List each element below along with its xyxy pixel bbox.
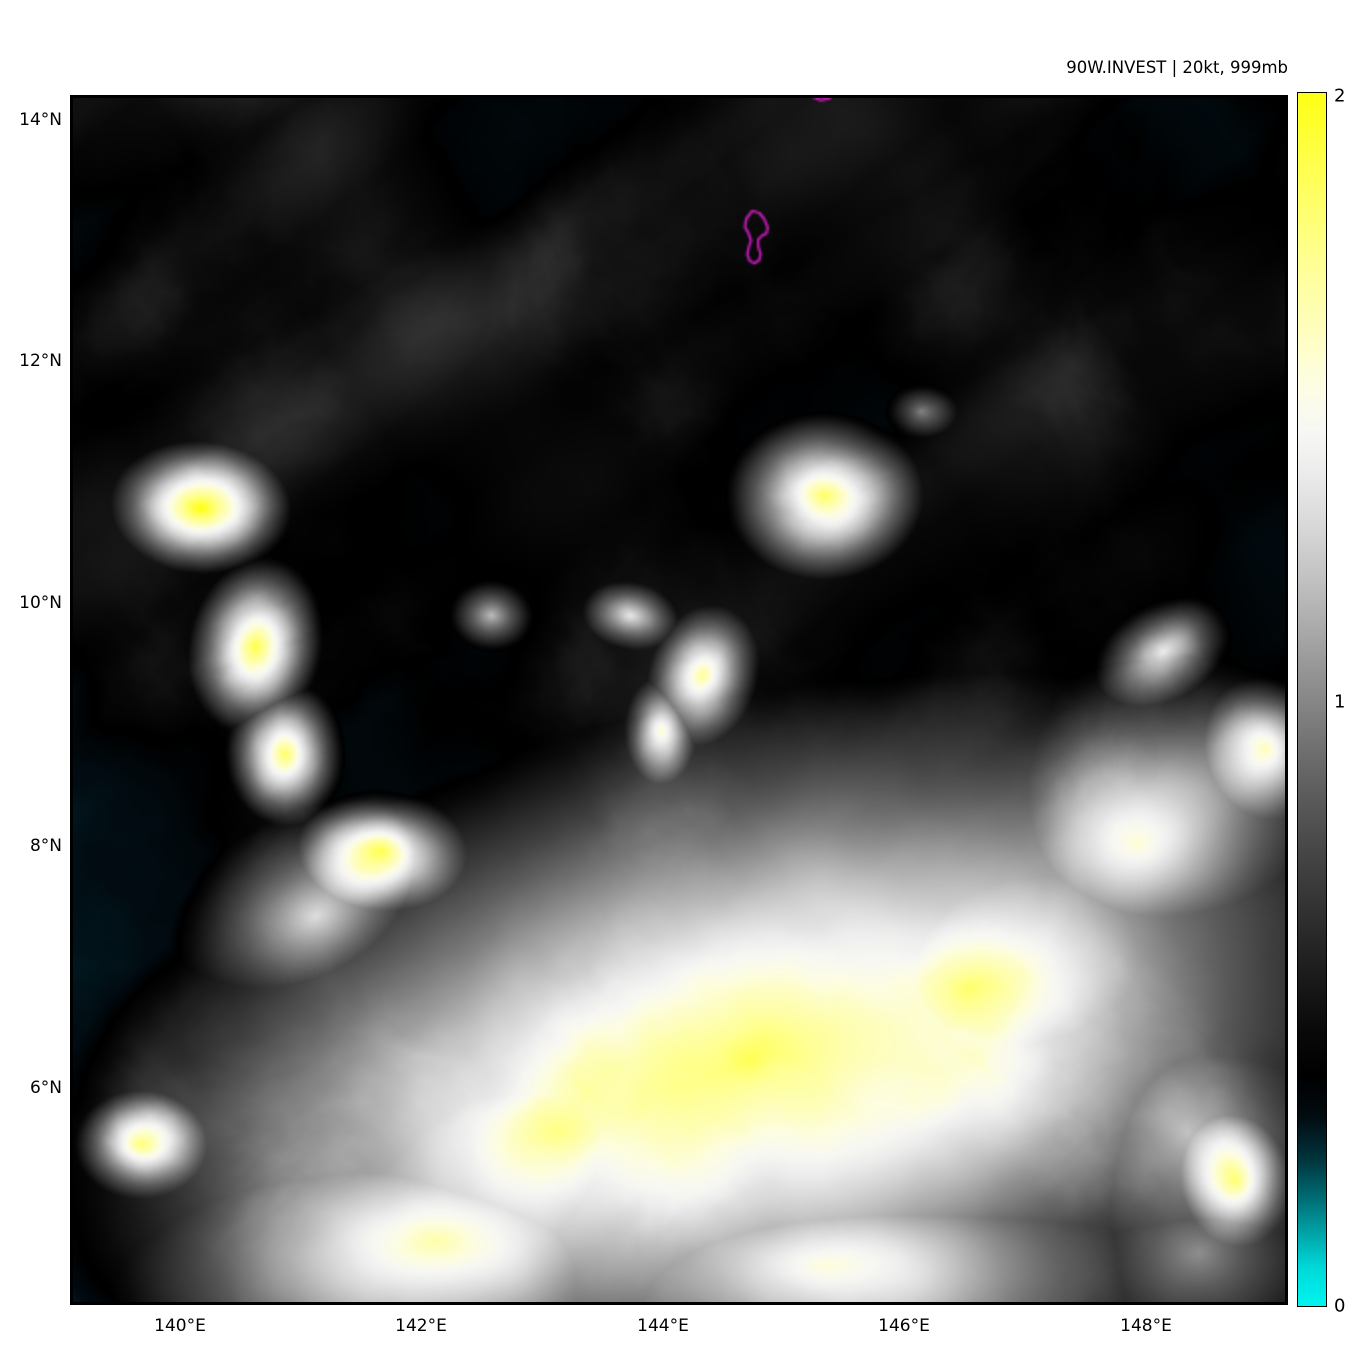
x-axis-tick-label-0: 140°E bbox=[154, 1316, 206, 1336]
y-axis-tick-label-0: 14°N bbox=[19, 110, 62, 130]
storm-info-label: 90W.INVEST | 20kt, 999mb bbox=[1066, 58, 1288, 77]
colorbar-tick-label-1: 1 bbox=[1334, 691, 1346, 713]
satellite-image-panel: Copyright © 2020-2025 Dapiya bbox=[70, 95, 1288, 1305]
y-axis-tick-label-1: 12°N bbox=[19, 351, 62, 371]
satellite-imagery-canvas bbox=[73, 98, 1285, 1302]
colorbar bbox=[1297, 92, 1327, 1307]
y-axis-tick-label-2: 10°N bbox=[19, 593, 62, 613]
y-axis-tick-label-4: 6°N bbox=[29, 1078, 62, 1098]
colorbar-tick-label-0: 0 bbox=[1334, 1295, 1346, 1317]
x-axis-tick-label-2: 144°E bbox=[637, 1316, 689, 1336]
colorbar-tick-label-2: 2 bbox=[1334, 85, 1346, 107]
x-axis-tick-label-1: 142°E bbox=[395, 1316, 447, 1336]
y-axis-tick-label-3: 8°N bbox=[29, 836, 62, 856]
x-axis-tick-label-4: 148°E bbox=[1120, 1316, 1172, 1336]
x-axis-tick-label-3: 146°E bbox=[878, 1316, 930, 1336]
